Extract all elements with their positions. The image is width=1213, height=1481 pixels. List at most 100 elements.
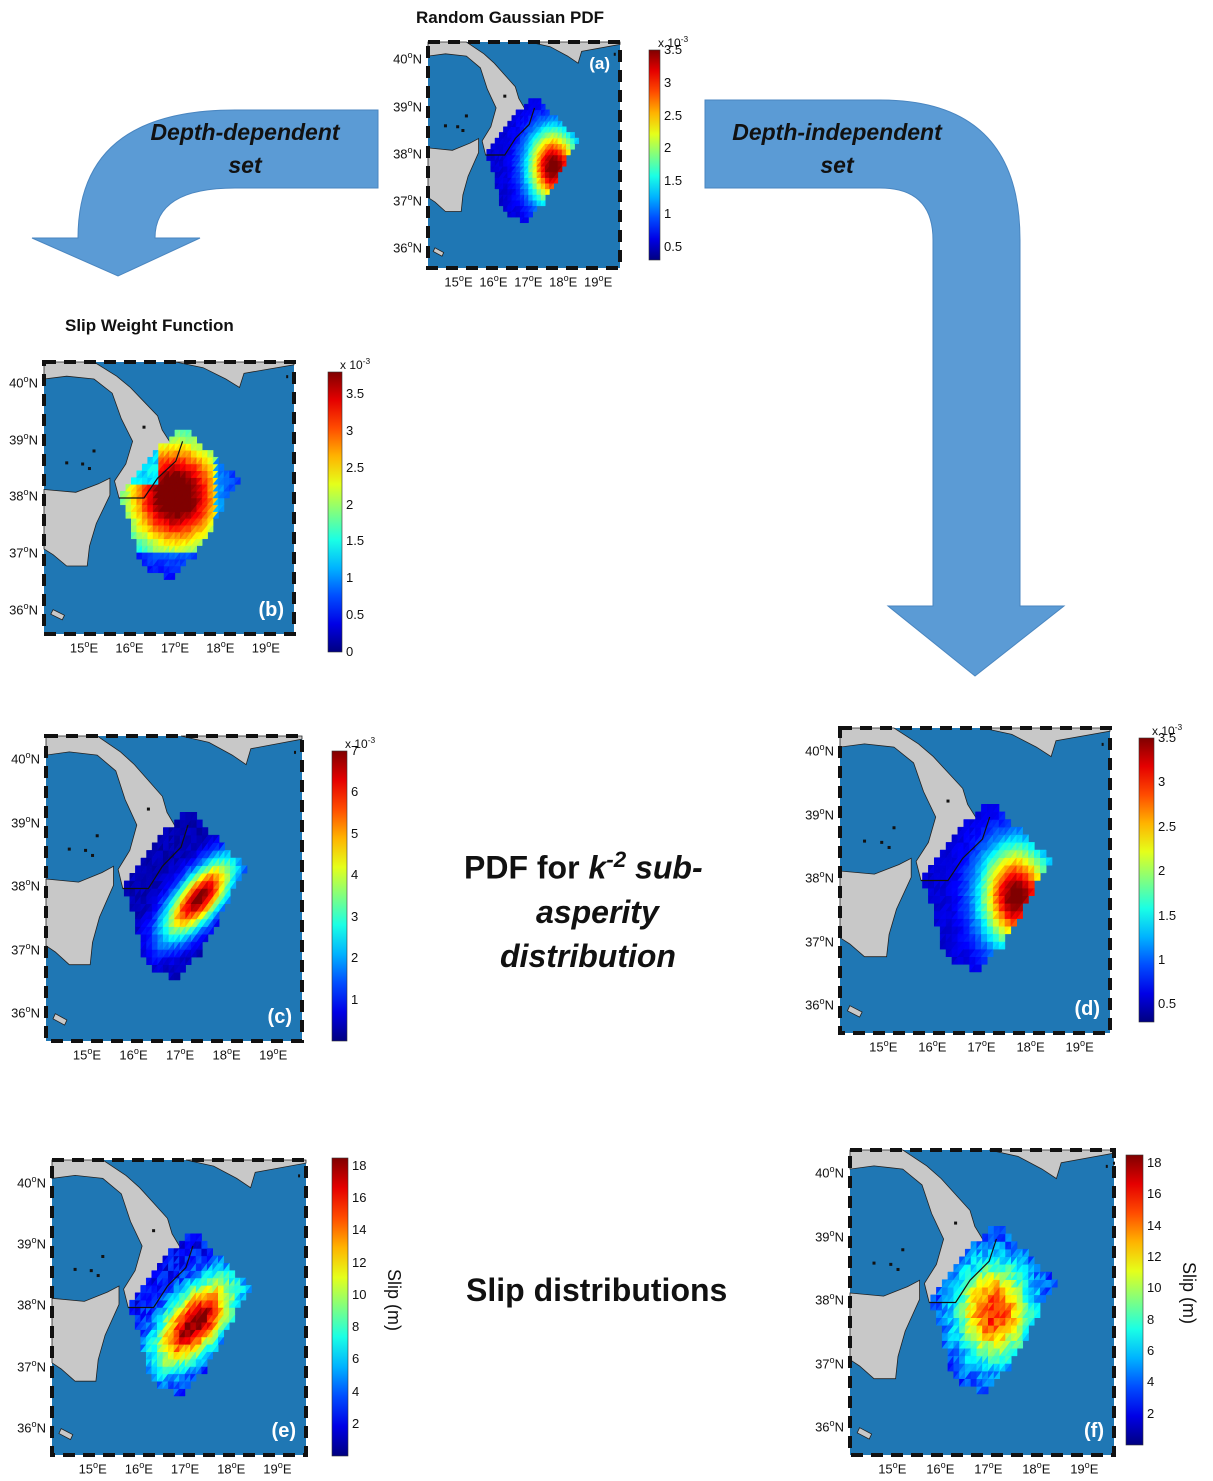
lat-tick-label: 39oN <box>11 813 40 831</box>
lat-tick-label: 40oN <box>815 1164 844 1181</box>
slip-cell <box>1022 834 1029 843</box>
colorbar-tick-label: 12 <box>1147 1248 1162 1264</box>
colorbar-tick-label: 2.5 <box>1158 818 1177 834</box>
colorbar-svg-f <box>1125 1154 1144 1446</box>
colorbar-svg-b <box>327 371 343 653</box>
slip-cell <box>1022 1324 1029 1334</box>
land-sicily <box>45 865 114 966</box>
slip-cell <box>245 1284 252 1293</box>
island-2 <box>887 845 891 849</box>
islet-0 <box>294 750 297 754</box>
slip-cell <box>168 572 176 580</box>
slip-cell <box>544 188 550 195</box>
colorbar-tick-label: 3 <box>351 908 359 924</box>
slip-cell <box>1039 849 1047 858</box>
lat-tick-label: 40oN <box>17 1173 46 1190</box>
slip-cell <box>523 216 529 224</box>
lon-tick-label: 16oE <box>119 1046 148 1063</box>
colorbar-tick-label: 2 <box>664 140 672 156</box>
map-panel-e: 40oN 39oN 38oN 37oN 36oN 15oE 16oE 17oE 18oE 19oE… <box>17 1158 308 1476</box>
colorbar-tick-label: 5 <box>351 825 359 841</box>
island-1 <box>892 826 896 830</box>
slip-cell <box>174 565 181 574</box>
slip-cell <box>1016 902 1023 912</box>
slip-cell <box>553 171 559 178</box>
slip-cell <box>213 834 220 843</box>
panel-label-e: (e) <box>271 1420 296 1442</box>
colorbar-tick-label: 4 <box>352 1383 360 1399</box>
island-2 <box>896 1267 900 1271</box>
slip-cell <box>1028 879 1035 889</box>
lon-tick-label: 17oE <box>160 639 190 656</box>
lon-tick-label: 18oE <box>1016 1038 1045 1055</box>
coastline-trace <box>929 1238 997 1304</box>
island-1 <box>464 114 468 118</box>
island-3 <box>863 839 867 843</box>
colorbar-tick-label: 1.5 <box>664 173 683 189</box>
lon-tick-label: 19oE <box>584 273 613 290</box>
lat-tick-label: 38oN <box>17 1296 46 1313</box>
lon-tick-label: 15oE <box>69 639 99 656</box>
slip-cell <box>992 803 1000 813</box>
land-sicily <box>427 137 479 212</box>
slip-cell <box>218 504 225 512</box>
slip-cell <box>1028 887 1035 896</box>
island-0 <box>89 1269 93 1273</box>
slip-cell <box>998 933 1006 942</box>
slip-cell <box>196 442 203 451</box>
lat-tick-label: 37oN <box>393 191 422 209</box>
colorbar-tick-label: 3.5 <box>664 42 683 57</box>
pdf-label-line3: distribution <box>500 937 676 974</box>
coastline-trace <box>128 1245 194 1309</box>
slip-cell <box>1045 856 1053 866</box>
panel-label-f: (f) <box>1084 1420 1104 1442</box>
slip-cell <box>540 199 546 207</box>
colorbar-tick-label: 2 <box>1158 863 1166 879</box>
island-4 <box>146 807 150 811</box>
slip-cell <box>557 120 563 127</box>
slip-cell <box>201 1365 208 1375</box>
lat-tick-label: 39oN <box>9 430 38 447</box>
slip-cell <box>999 1225 1006 1235</box>
colorbar-tick-label: 0.5 <box>664 238 683 254</box>
islet-0 <box>1105 1164 1108 1168</box>
slip-cell <box>223 490 230 499</box>
land-sicily <box>51 1285 120 1382</box>
lat-tick-label: 40oN <box>393 50 422 67</box>
slip-cell <box>224 895 231 904</box>
slip-cell <box>179 963 186 973</box>
slip-cell <box>998 811 1006 820</box>
slip-cell <box>569 131 575 139</box>
slip-cell <box>228 1269 236 1279</box>
colorbar-f: 18 16 14 12 10 8 6 4 2 Slip (m) <box>1125 1154 1199 1446</box>
lon-tick-label: 19oE <box>263 1460 292 1477</box>
lat-tick-label: 40oN <box>9 373 38 391</box>
colorbar-tick-label: 1 <box>351 991 359 1007</box>
islet-0 <box>1101 742 1104 746</box>
slip-cell <box>981 1385 989 1395</box>
slip-cell <box>228 1306 236 1316</box>
colorbar-a: 3.5 3 2.5 2 1.5 1 0.5 x 10-3 <box>648 34 688 261</box>
slip-cell <box>561 125 567 133</box>
lon-tick-label: 17oE <box>967 1038 996 1055</box>
lon-tick-label: 15oE <box>878 1460 907 1477</box>
island-0 <box>81 462 85 466</box>
slip-cell <box>553 114 559 122</box>
island-0 <box>889 1262 893 1266</box>
colorbar-d: 3.5 3 2.5 2 1.5 1 0.5 x 10-3 <box>1138 722 1182 1023</box>
slip-cell <box>212 510 219 519</box>
lat-tick-label: 38oN <box>815 1291 844 1308</box>
lon-tick-label: 19oE <box>1070 1460 1099 1477</box>
map-svg-c <box>44 734 304 1043</box>
left-arrow-label-line2: set <box>228 152 262 178</box>
right-arrow-label-line1: Depth-independent <box>732 119 942 145</box>
coastline-trace <box>485 107 536 156</box>
lon-tick-label: 17oE <box>514 273 543 290</box>
slip-cell <box>190 1373 197 1382</box>
land-malta <box>58 1428 74 1441</box>
slip-cell <box>1010 1240 1018 1250</box>
islet-0 <box>298 1174 301 1178</box>
map-panel-c: 40oN 39oN 38oN 37oN 36oN 15oE 16oE 17oE 18oE 19oE… <box>11 734 304 1062</box>
slip-cell <box>190 551 197 560</box>
lat-tick-label: 40oN <box>11 750 40 767</box>
